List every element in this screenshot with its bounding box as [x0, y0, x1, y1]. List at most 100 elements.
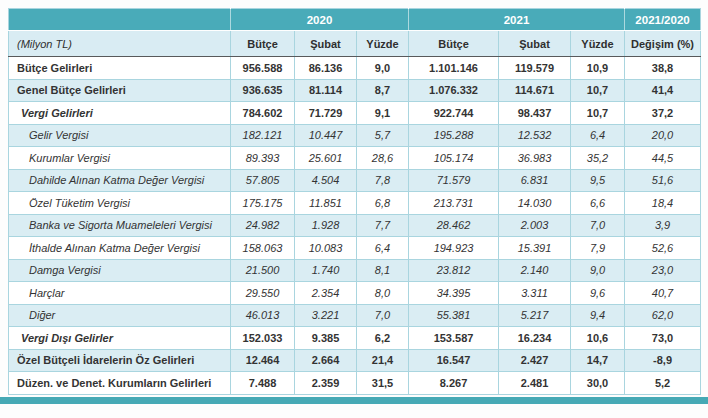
value-cell: 114.671 — [499, 79, 571, 102]
value-cell: 195.288 — [409, 124, 499, 147]
value-cell: 5,2 — [625, 372, 701, 395]
value-cell: -8,9 — [625, 349, 701, 372]
value-cell: 9,0 — [571, 259, 625, 282]
value-cell: 3.221 — [295, 304, 357, 327]
value-cell: 73,0 — [625, 327, 701, 350]
value-cell: 7,0 — [357, 304, 409, 327]
value-cell: 23.812 — [409, 259, 499, 282]
value-cell: 6.831 — [499, 169, 571, 192]
value-cell: 9,5 — [571, 169, 625, 192]
row-label: Dahilde Alınan Katma Değer Vergisi — [9, 169, 231, 192]
value-cell: 6,4 — [571, 124, 625, 147]
row-label: Gelir Vergisi — [9, 124, 231, 147]
row-label: Harçlar — [9, 282, 231, 305]
value-cell: 31,5 — [357, 372, 409, 395]
value-cell: 105.174 — [409, 147, 499, 170]
value-cell: 7,9 — [571, 237, 625, 260]
value-cell: 10,6 — [571, 327, 625, 350]
value-cell: 11.851 — [295, 192, 357, 215]
value-cell: 14,7 — [571, 349, 625, 372]
value-cell: 6,8 — [357, 192, 409, 215]
year-group-spacer — [9, 9, 231, 31]
value-cell: 34.395 — [409, 282, 499, 305]
row-label: Damga Vergisi — [9, 259, 231, 282]
table-row: Damga Vergisi21.5001.7408,123.8122.1409,… — [9, 259, 701, 282]
value-cell: 41,4 — [625, 79, 701, 102]
value-cell: 40,7 — [625, 282, 701, 305]
row-label: Vergi Dışı Gelirler — [9, 327, 231, 350]
column-header-february-2020: Şubat — [295, 31, 357, 57]
value-cell: 25.601 — [295, 147, 357, 170]
value-cell: 8,7 — [357, 79, 409, 102]
value-cell: 12.532 — [499, 124, 571, 147]
budget-revenue-table: 2020 2021 2021/2020 (Milyon TL) Bütçe Şu… — [8, 8, 701, 395]
value-cell: 10,9 — [571, 57, 625, 80]
table-row: Gelir Vergisi182.12110.4475,7195.28812.5… — [9, 124, 701, 147]
value-cell: 20,0 — [625, 124, 701, 147]
year-group-2021: 2021 — [409, 9, 625, 31]
table-row: Kurumlar Vergisi89.39325.60128,6105.1743… — [9, 147, 701, 170]
value-cell: 15.391 — [499, 237, 571, 260]
value-cell: 7,7 — [357, 214, 409, 237]
value-cell: 175.175 — [231, 192, 295, 215]
value-cell: 71.579 — [409, 169, 499, 192]
table-row: Bütçe Gelirleri956.58886.1369,01.101.146… — [9, 57, 701, 80]
column-header-unit: (Milyon TL) — [9, 31, 231, 57]
value-cell: 1.740 — [295, 259, 357, 282]
value-cell: 182.121 — [231, 124, 295, 147]
value-cell: 10.083 — [295, 237, 357, 260]
value-cell: 51,6 — [625, 169, 701, 192]
value-cell: 2.359 — [295, 372, 357, 395]
value-cell: 9,6 — [571, 282, 625, 305]
value-cell: 21,4 — [357, 349, 409, 372]
value-cell: 62,0 — [625, 304, 701, 327]
column-header-row: (Milyon TL) Bütçe Şubat Yüzde Bütçe Şuba… — [9, 31, 701, 57]
value-cell: 46.013 — [231, 304, 295, 327]
year-group-2020: 2020 — [231, 9, 409, 31]
value-cell: 6,6 — [571, 192, 625, 215]
value-cell: 3.311 — [499, 282, 571, 305]
value-cell: 10,7 — [571, 102, 625, 125]
value-cell: 1.076.332 — [409, 79, 499, 102]
row-label: Özel Tüketim Vergisi — [9, 192, 231, 215]
table-row: Genel Bütçe Gelirleri936.63581.1148,71.0… — [9, 79, 701, 102]
value-cell: 2.481 — [499, 372, 571, 395]
value-cell: 18,4 — [625, 192, 701, 215]
row-label: Düzen. ve Denet. Kurumların Gelirleri — [9, 372, 231, 395]
value-cell: 37,2 — [625, 102, 701, 125]
value-cell: 158.063 — [231, 237, 295, 260]
column-header-percent-2020: Yüzde — [357, 31, 409, 57]
value-cell: 57.805 — [231, 169, 295, 192]
value-cell: 14.030 — [499, 192, 571, 215]
value-cell: 71.729 — [295, 102, 357, 125]
value-cell: 2.427 — [499, 349, 571, 372]
value-cell: 23,0 — [625, 259, 701, 282]
row-label: Diğer — [9, 304, 231, 327]
row-label: Vergi Gelirleri — [9, 102, 231, 125]
value-cell: 28,6 — [357, 147, 409, 170]
table-row: Vergi Gelirleri784.60271.7299,1922.74498… — [9, 102, 701, 125]
value-cell: 9,0 — [357, 57, 409, 80]
column-header-budget-2020: Bütçe — [231, 31, 295, 57]
value-cell: 8,1 — [357, 259, 409, 282]
value-cell: 21.500 — [231, 259, 295, 282]
year-group-header-row: 2020 2021 2021/2020 — [9, 9, 701, 31]
value-cell: 30,0 — [571, 372, 625, 395]
column-header-percent-2021: Yüzde — [571, 31, 625, 57]
value-cell: 55.381 — [409, 304, 499, 327]
value-cell: 8,0 — [357, 282, 409, 305]
value-cell: 9,1 — [357, 102, 409, 125]
value-cell: 9,4 — [571, 304, 625, 327]
table-row: İthalde Alınan Katma Değer Vergisi158.06… — [9, 237, 701, 260]
value-cell: 2.003 — [499, 214, 571, 237]
value-cell: 213.731 — [409, 192, 499, 215]
value-cell: 4.504 — [295, 169, 357, 192]
value-cell: 86.136 — [295, 57, 357, 80]
table-row: Vergi Dışı Gelirler152.0339.3856,2153.58… — [9, 327, 701, 350]
value-cell: 922.744 — [409, 102, 499, 125]
value-cell: 2.354 — [295, 282, 357, 305]
value-cell: 6,4 — [357, 237, 409, 260]
value-cell: 9.385 — [295, 327, 357, 350]
table-row: Harçlar29.5502.3548,034.3953.3119,640,7 — [9, 282, 701, 305]
value-cell: 1.101.146 — [409, 57, 499, 80]
